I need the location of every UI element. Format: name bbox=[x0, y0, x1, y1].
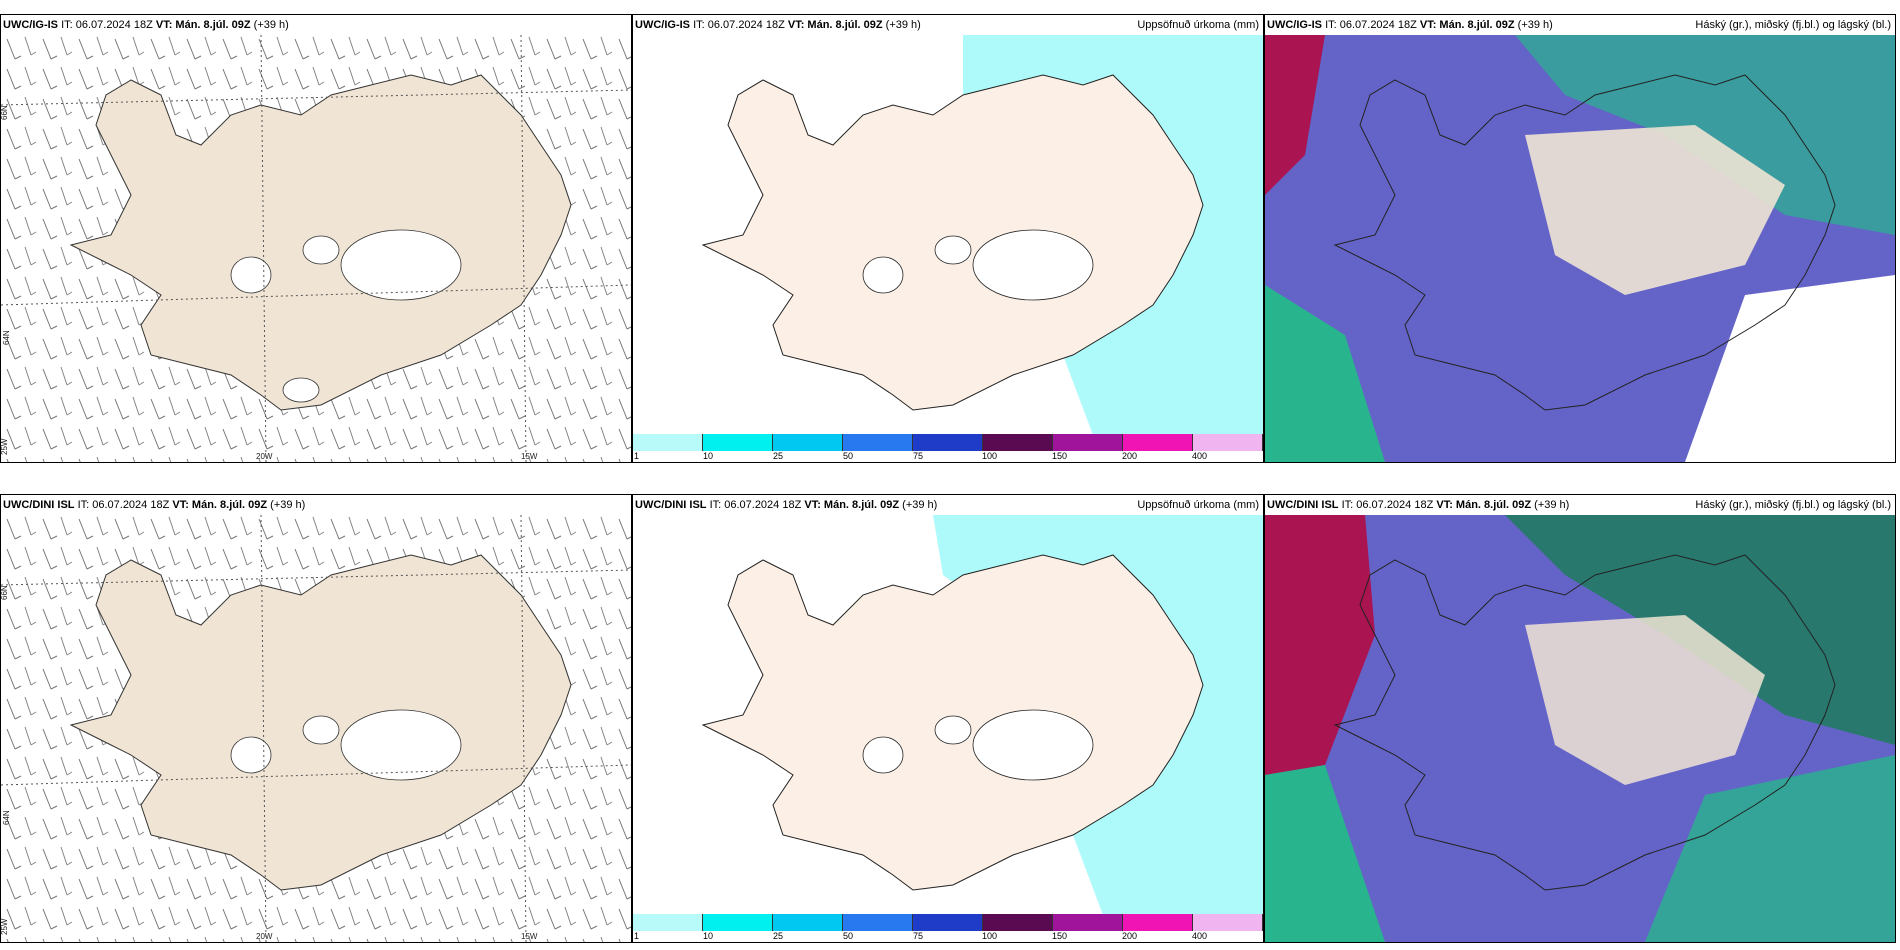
legend-label: 100 bbox=[982, 931, 998, 941]
legend-swatch bbox=[633, 914, 703, 931]
field-title: Uppsöfnuð úrkoma (mm) bbox=[1137, 499, 1259, 511]
panel-igis-precip: UWC/IG-IS IT: 06.07.2024 18Z VT: Mán. 8.… bbox=[632, 14, 1264, 463]
legend-swatch bbox=[983, 434, 1053, 451]
panel-header: UWC/DINI ISL IT: 06.07.2024 18Z VT: Mán.… bbox=[633, 495, 1263, 515]
legend-swatch bbox=[1193, 434, 1263, 451]
field-title: Háský (gr.), miðský (fj.bl.) og lágský (… bbox=[1695, 499, 1891, 511]
legend-swatch bbox=[983, 914, 1053, 931]
init-time: IT: 06.07.2024 18Z bbox=[1325, 19, 1417, 31]
legend-swatch bbox=[1123, 914, 1193, 931]
legend-label: 100 bbox=[982, 451, 998, 461]
precip-legend: 1 10 25 50 75 100 150 200 400 bbox=[633, 914, 1263, 942]
legend-label: 150 bbox=[1052, 451, 1068, 461]
panel-header: UWC/DINI ISL IT: 06.07.2024 18Z VT: Mán.… bbox=[1, 495, 631, 515]
lat-label: 64N bbox=[2, 810, 11, 825]
lead-time: (+39 h) bbox=[253, 19, 289, 31]
wind-map: 66N 64N 25W 20W 15W bbox=[1, 515, 631, 942]
lon-label: 25W bbox=[1, 438, 9, 455]
legend-label: 400 bbox=[1192, 931, 1208, 941]
init-time: IT: 06.07.2024 18Z bbox=[61, 19, 153, 31]
legend-swatch bbox=[1053, 914, 1123, 931]
model-name: UWC/IG-IS bbox=[3, 19, 58, 31]
lead-time: (+39 h) bbox=[902, 499, 938, 511]
lat-label: 66N bbox=[1, 105, 9, 120]
lead-time: (+39 h) bbox=[270, 499, 306, 511]
legend-swatch bbox=[913, 914, 983, 931]
wind-map: 66N 64N 25W 20W 15W bbox=[1, 35, 631, 462]
precip-map bbox=[701, 35, 1263, 435]
panel-header: UWC/IG-IS IT: 06.07.2024 18Z VT: Mán. 8.… bbox=[1, 15, 631, 35]
glacier bbox=[282, 377, 320, 403]
legend-label: 50 bbox=[843, 451, 854, 461]
lat-label: 64N bbox=[2, 330, 11, 345]
panel-dini-clouds: UWC/DINI ISL IT: 06.07.2024 18Z VT: Mán.… bbox=[1264, 494, 1896, 943]
init-time: IT: 06.07.2024 18Z bbox=[77, 499, 170, 511]
panel-dini-precip: UWC/DINI ISL IT: 06.07.2024 18Z VT: Mán.… bbox=[632, 494, 1264, 943]
cloud-map bbox=[1265, 515, 1895, 942]
legend-label: 50 bbox=[843, 931, 854, 941]
model-name: UWC/DINI ISL bbox=[3, 499, 75, 511]
legend-swatch bbox=[773, 434, 843, 451]
field-title: Uppsöfnuð úrkoma (mm) bbox=[1137, 19, 1259, 31]
legend-label: 1 bbox=[634, 451, 640, 461]
glacier bbox=[340, 229, 462, 301]
legend-swatch bbox=[913, 434, 983, 451]
lead-time: (+39 h) bbox=[885, 19, 921, 31]
precip-legend: 1 10 25 50 75 100 150 200 400 bbox=[633, 434, 1263, 462]
valid-time: VT: Mán. 8.júl. 09Z bbox=[155, 19, 251, 31]
panel-igis-clouds: UWC/IG-IS IT: 06.07.2024 18Z VT: Mán. 8.… bbox=[1264, 14, 1896, 463]
legend-label: 150 bbox=[1052, 931, 1068, 941]
model-name: UWC/DINI ISL bbox=[1267, 499, 1339, 511]
model-name: UWC/IG-IS bbox=[1267, 19, 1322, 31]
lon-label: 15W bbox=[521, 452, 538, 461]
lead-time: (+39 h) bbox=[1534, 499, 1570, 511]
glacier bbox=[230, 256, 272, 294]
legend-label: 200 bbox=[1122, 451, 1138, 461]
legend-swatch bbox=[843, 914, 913, 931]
valid-time: VT: Mán. 8.júl. 09Z bbox=[1436, 499, 1532, 511]
valid-time: VT: Mán. 8.júl. 09Z bbox=[1419, 19, 1515, 31]
init-time: IT: 06.07.2024 18Z bbox=[1341, 499, 1434, 511]
legend-label: 10 bbox=[703, 931, 714, 941]
panel-dini-wind: UWC/DINI ISL IT: 06.07.2024 18Z VT: Mán.… bbox=[0, 494, 632, 943]
model-name: UWC/IG-IS bbox=[635, 19, 690, 31]
legend-label: 10 bbox=[703, 451, 714, 461]
legend-swatch bbox=[773, 914, 843, 931]
legend-swatch bbox=[633, 434, 703, 451]
legend-label: 25 bbox=[773, 451, 784, 461]
legend-swatch bbox=[703, 914, 773, 931]
precip-map bbox=[701, 515, 1263, 915]
lead-time: (+39 h) bbox=[1517, 19, 1553, 31]
field-title: Háský (gr.), miðský (fj.bl.) og lágský (… bbox=[1695, 19, 1891, 31]
legend-label: 75 bbox=[913, 931, 924, 941]
glacier bbox=[302, 235, 340, 265]
panel-header: UWC/DINI ISL IT: 06.07.2024 18Z VT: Mán.… bbox=[1265, 495, 1895, 515]
lat-label: 66N bbox=[1, 585, 9, 600]
panel-header: UWC/IG-IS IT: 06.07.2024 18Z VT: Mán. 8.… bbox=[1265, 15, 1895, 35]
legend-label: 1 bbox=[634, 931, 640, 941]
lon-label: 20W bbox=[256, 452, 273, 461]
legend-label: 25 bbox=[773, 931, 784, 941]
panel-header: UWC/IG-IS IT: 06.07.2024 18Z VT: Mán. 8.… bbox=[633, 15, 1263, 35]
init-time: IT: 06.07.2024 18Z bbox=[693, 19, 785, 31]
legend-swatch bbox=[1193, 914, 1263, 931]
legend-label: 400 bbox=[1192, 451, 1208, 461]
panel-igis-wind: UWC/IG-IS IT: 06.07.2024 18Z VT: Mán. 8.… bbox=[0, 14, 632, 463]
lon-label: 20W bbox=[256, 932, 273, 941]
valid-time: VT: Mán. 8.júl. 09Z bbox=[804, 499, 900, 511]
legend-swatch bbox=[703, 434, 773, 451]
legend-swatch bbox=[1053, 434, 1123, 451]
valid-time: VT: Mán. 8.júl. 09Z bbox=[787, 19, 883, 31]
legend-label: 75 bbox=[913, 451, 924, 461]
legend-label: 200 bbox=[1122, 931, 1138, 941]
legend-swatch bbox=[1123, 434, 1193, 451]
valid-time: VT: Mán. 8.júl. 09Z bbox=[172, 499, 268, 511]
init-time: IT: 06.07.2024 18Z bbox=[709, 499, 802, 511]
model-name: UWC/DINI ISL bbox=[635, 499, 707, 511]
legend-swatch bbox=[843, 434, 913, 451]
lon-label: 25W bbox=[1, 918, 9, 935]
lon-label: 15W bbox=[521, 932, 538, 941]
cloud-map bbox=[1265, 35, 1895, 462]
